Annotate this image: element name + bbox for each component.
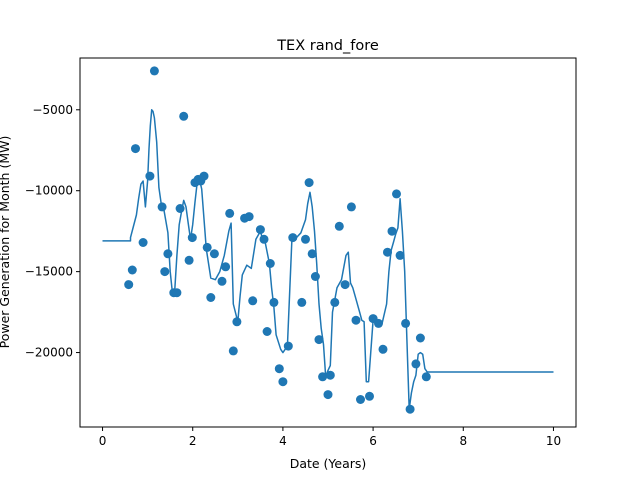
scatter-point [374, 318, 383, 328]
scatter-point [248, 296, 258, 306]
scatter-point [157, 202, 167, 212]
scatter-point [184, 255, 194, 265]
scatter-point [138, 238, 148, 247]
scatter-point [323, 390, 333, 400]
scatter-point [392, 189, 401, 199]
scatter-point [228, 346, 238, 356]
scatter-point [283, 341, 293, 351]
y-tick-label: −10000 [25, 184, 73, 198]
chart-title: TEX rand_fore [276, 38, 379, 54]
scatter-point [415, 333, 425, 343]
scatter-point [383, 247, 392, 257]
scatter-point [297, 297, 307, 307]
scatter-point [149, 66, 159, 76]
plot-area [102, 66, 554, 414]
series-line [102, 109, 554, 410]
scatter-point [145, 171, 155, 181]
scatter-point [163, 249, 173, 259]
scatter-point [365, 391, 374, 401]
scatter-point [225, 208, 235, 218]
scatter-point [127, 265, 137, 275]
scatter-point [175, 204, 185, 213]
scatter-point [301, 234, 310, 244]
y-tick-label: −20000 [25, 346, 73, 360]
y-axis-label: Power Generation for Month (MW) [0, 136, 12, 349]
scatter-point [356, 395, 365, 404]
axes-frame [79, 57, 577, 428]
scatter-point [269, 297, 279, 307]
scatter-point [209, 249, 219, 259]
scatter-point [172, 288, 182, 298]
x-tick-label: 6 [369, 434, 377, 448]
scatter-point [274, 364, 284, 374]
scatter-point [395, 250, 405, 260]
scatter-point [378, 344, 388, 354]
x-tick-label: 10 [546, 434, 561, 448]
scatter-point [304, 178, 314, 188]
scatter-point [199, 171, 209, 181]
scatter-point [288, 233, 298, 243]
x-tick-label: 4 [279, 434, 287, 448]
scatter-point [401, 318, 411, 328]
scatter-point [351, 315, 361, 325]
scatter-point [310, 272, 320, 281]
scatter-point [221, 262, 231, 272]
x-axis: 0 2 4 6 8 10 [99, 427, 561, 448]
scatter-point [318, 372, 328, 382]
scatter-point [421, 372, 431, 382]
scatter-point [411, 359, 421, 369]
scatter-point [314, 335, 324, 345]
scatter-point [334, 221, 344, 231]
scatter-point [387, 226, 397, 236]
scatter-point [179, 111, 189, 121]
scatter-point [131, 144, 140, 154]
scatter-point [405, 404, 415, 414]
scatter-point [307, 249, 317, 259]
scatter-point [278, 377, 288, 387]
x-tick-label: 2 [189, 434, 197, 448]
scatter-point [346, 202, 356, 212]
y-tick-label: −5000 [32, 103, 73, 117]
scatter-point [160, 267, 170, 277]
scatter-point [202, 242, 212, 252]
scatter-point [244, 212, 254, 222]
x-tick-label: 8 [459, 434, 467, 448]
scatter-point [325, 370, 335, 380]
scatter-point [340, 280, 350, 290]
scatter-point [330, 297, 340, 307]
scatter-point [187, 233, 197, 243]
scatter-point [206, 293, 216, 302]
scatter-point [262, 327, 272, 336]
scatter-point [255, 225, 265, 235]
x-axis-label: Date (Years) [290, 456, 367, 471]
scatter-point [265, 259, 275, 268]
scatter-point [217, 276, 227, 286]
scatter-point [259, 234, 269, 244]
y-tick-label: −15000 [25, 265, 73, 279]
scatter-point [232, 317, 242, 327]
y-axis: −20000 −15000 −10000 −5000 [25, 103, 80, 360]
scatter-point [124, 280, 134, 290]
x-tick-label: 0 [99, 434, 107, 448]
